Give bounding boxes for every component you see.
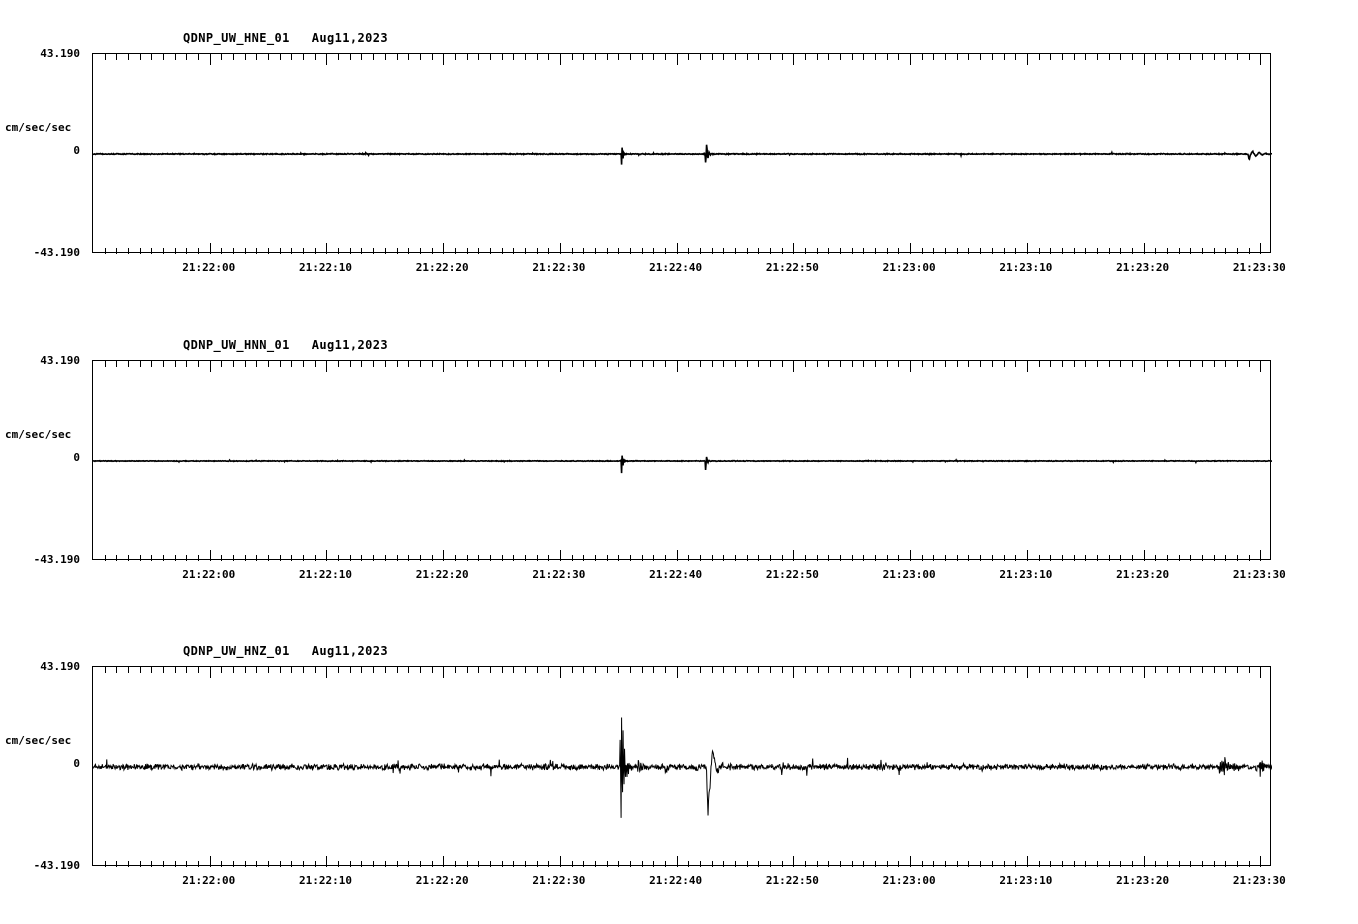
x-axis-tick-label: 21:22:30	[532, 874, 586, 887]
x-axis-tick-labels-hnz: 21:22:00 21:22:10 21:22:20 21:22:30 21:22:40…	[0, 874, 1358, 894]
x-axis-tick-label: 21:23:20	[1116, 568, 1170, 581]
x-axis-tick-label: 21:23:00	[882, 874, 936, 887]
x-axis-tick-label: 21:23:00	[882, 568, 936, 581]
x-axis-tick-label: 21:22:30	[532, 261, 586, 274]
x-axis-tick-labels-hnn: 21:22:00 21:22:10 21:22:20 21:22:30 21:22:40…	[0, 568, 1358, 588]
x-axis-tick-label: 21:23:20	[1116, 261, 1170, 274]
seismogram-panel-hne: QDNP_UW_HNE_01 Aug11,2023 43.190 cm/sec/s…	[0, 0, 1358, 300]
panel-date-label-hnn: Aug11,2023	[311, 338, 388, 352]
panel-date-label-hnz: Aug11,2023	[311, 644, 388, 658]
x-axis-tick-label: 21:23:20	[1116, 874, 1170, 887]
panel-title-hnn: QDNP_UW_HNN_01 Aug11,2023	[183, 338, 388, 352]
waveform-svg-hnz	[93, 667, 1272, 867]
x-axis-tick-label: 21:23:30	[1232, 261, 1286, 274]
x-axis-tick-label: 21:23:00	[882, 261, 936, 274]
x-axis-tick-label: 21:22:50	[765, 874, 819, 887]
panel-title-hne: QDNP_UW_HNE_01 Aug11,2023	[183, 31, 388, 45]
y-axis-min-label-hne: -43.190	[33, 246, 80, 259]
x-axis-tick-label: 21:22:40	[649, 568, 703, 581]
x-axis-tick-label: 21:22:50	[765, 568, 819, 581]
x-axis-tick-label: 21:23:10	[999, 874, 1053, 887]
seismogram-panel-hnz: QDNP_UW_HNZ_01 Aug11,2023 43.190 cm/sec/s…	[0, 613, 1358, 924]
y-axis-max-label-hnn: 43.190	[40, 354, 80, 367]
y-axis-unit-label-hnz: cm/sec/sec	[5, 734, 72, 747]
waveform-svg-hnn	[93, 361, 1272, 561]
y-axis-max-label-hnz: 43.190	[40, 660, 80, 673]
x-axis-tick-label: 21:22:20	[415, 568, 469, 581]
panel-channel-label-hne: QDNP_UW_HNE_01	[183, 31, 290, 45]
x-axis-tick-label: 21:23:30	[1232, 874, 1286, 887]
x-axis-tick-label: 21:22:00	[182, 874, 236, 887]
seismogram-panel-hnn: QDNP_UW_HNN_01 Aug11,2023 43.190 cm/sec/s…	[0, 307, 1358, 607]
x-axis-tick-label: 21:23:10	[999, 568, 1053, 581]
x-axis-tick-label: 21:22:30	[532, 568, 586, 581]
waveform-svg-hne	[93, 54, 1272, 254]
plot-frame-hne	[92, 53, 1272, 254]
x-axis-tick-label: 21:23:30	[1232, 568, 1286, 581]
panel-title-hnz: QDNP_UW_HNZ_01 Aug11,2023	[183, 644, 388, 658]
y-axis-unit-label-hne: cm/sec/sec	[5, 121, 72, 134]
y-axis-min-label-hnz: -43.190	[33, 859, 80, 872]
y-axis-unit-label-hnn: cm/sec/sec	[5, 428, 72, 441]
plot-frame-hnz	[92, 666, 1272, 867]
panel-channel-label-hnz: QDNP_UW_HNZ_01	[183, 644, 290, 658]
panel-channel-label-hnn: QDNP_UW_HNN_01	[183, 338, 290, 352]
x-axis-tick-label: 21:22:40	[649, 874, 703, 887]
y-axis-min-label-hnn: -43.190	[33, 553, 80, 566]
x-axis-tick-label: 21:22:40	[649, 261, 703, 274]
plot-frame-hnn	[92, 360, 1272, 561]
x-axis-tick-label: 21:22:10	[298, 261, 352, 274]
x-axis-tick-label: 21:22:10	[298, 568, 352, 581]
x-axis-tick-label: 21:23:10	[999, 261, 1053, 274]
y-axis-zero-label-hnn: 0	[73, 451, 80, 464]
panel-date-label-hne: Aug11,2023	[311, 31, 388, 45]
x-axis-tick-label: 21:22:00	[182, 568, 236, 581]
x-axis-tick-labels-hne: 21:22:00 21:22:10 21:22:20 21:22:30 21:22:40…	[0, 261, 1358, 281]
x-axis-tick-label: 21:22:50	[765, 261, 819, 274]
x-axis-tick-label: 21:22:20	[415, 874, 469, 887]
y-axis-zero-label-hne: 0	[73, 144, 80, 157]
x-axis-tick-label: 21:22:00	[182, 261, 236, 274]
y-axis-max-label-hne: 43.190	[40, 47, 80, 60]
x-axis-tick-label: 21:22:10	[298, 874, 352, 887]
x-axis-tick-label: 21:22:20	[415, 261, 469, 274]
y-axis-zero-label-hnz: 0	[73, 757, 80, 770]
